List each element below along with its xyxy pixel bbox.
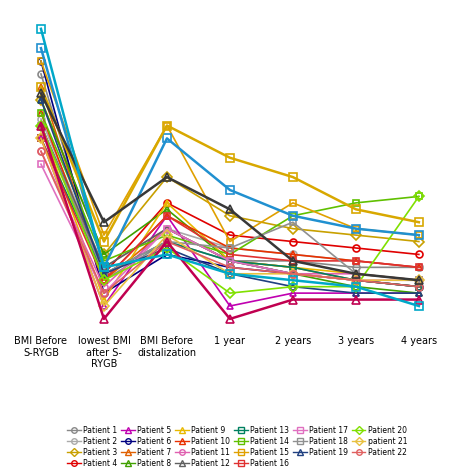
Legend: Patient 1, Patient 2, Patient 3, Patient 4, Patient 5, Patient 6, Patient 7, Pat: Patient 1, Patient 2, Patient 3, Patient… <box>64 424 410 470</box>
